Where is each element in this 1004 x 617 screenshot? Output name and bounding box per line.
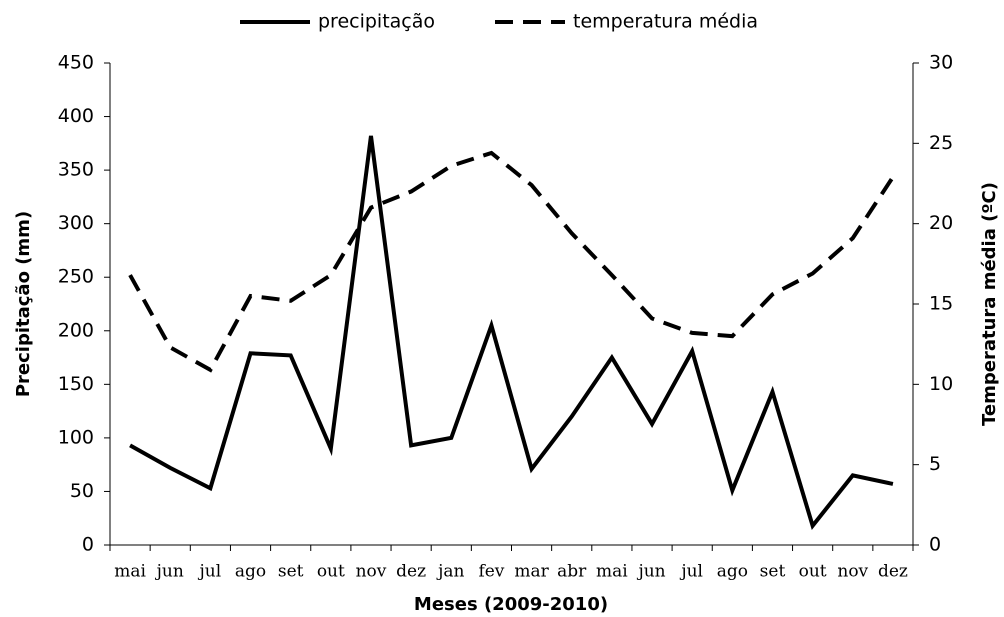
line-series: [128, 150, 895, 373]
x-tick-label: dez: [396, 562, 426, 582]
x-tick-label: mai: [596, 562, 628, 582]
line-series: [129, 135, 894, 530]
y-tick-label: 150: [58, 373, 94, 395]
y2-axis-label: Temperatura média (ºC): [979, 182, 1000, 426]
y-tick-label: 450: [58, 52, 94, 74]
y-tick-label: 350: [58, 159, 94, 181]
x-tick-label: fev: [478, 562, 504, 582]
x-tick-label: abr: [557, 562, 587, 582]
x-tick-label: ago: [235, 562, 266, 582]
y2-tick-label: 5: [929, 453, 941, 475]
y-tick-label: 0: [82, 534, 94, 556]
x-tick-label: out: [799, 562, 827, 582]
x-tick-label: jun: [636, 562, 665, 582]
x-tick-label: jan: [436, 562, 464, 582]
y2-tick-label: 15: [929, 293, 953, 315]
x-tick-label: nov: [356, 562, 387, 582]
x-tick-label: out: [317, 562, 345, 582]
y-tick-label: 200: [58, 319, 94, 341]
x-tick-label: jun: [155, 562, 184, 582]
x-tick-label: nov: [837, 562, 868, 582]
x-tick-label: dez: [878, 562, 908, 582]
y-tick-label: 100: [58, 426, 94, 448]
y2-tick-label: 30: [929, 52, 953, 74]
y2-tick-label: 0: [929, 534, 941, 556]
x-tick-label: mai: [114, 562, 146, 582]
y-tick-label: 300: [58, 212, 94, 234]
y-tick-label: 50: [70, 480, 94, 502]
legend-label: temperatura média: [573, 11, 758, 33]
y2-tick-label: 20: [929, 212, 953, 234]
y2-tick-label: 25: [929, 132, 953, 154]
x-tick-label: set: [760, 562, 786, 582]
y-tick-label: 400: [58, 105, 94, 127]
y2-tick-label: 10: [929, 373, 953, 395]
y-axis-label: Precipitação (mm): [13, 211, 34, 397]
legend-label: precipitação: [318, 11, 435, 33]
x-tick-label: set: [278, 562, 304, 582]
x-axis-label: Meses (2009-2010): [414, 594, 608, 615]
x-tick-label: jul: [198, 562, 222, 582]
x-tick-label: ago: [717, 562, 748, 582]
x-tick-label: mar: [514, 562, 549, 582]
x-tick-label: jul: [679, 562, 703, 582]
y-tick-label: 250: [58, 266, 94, 288]
